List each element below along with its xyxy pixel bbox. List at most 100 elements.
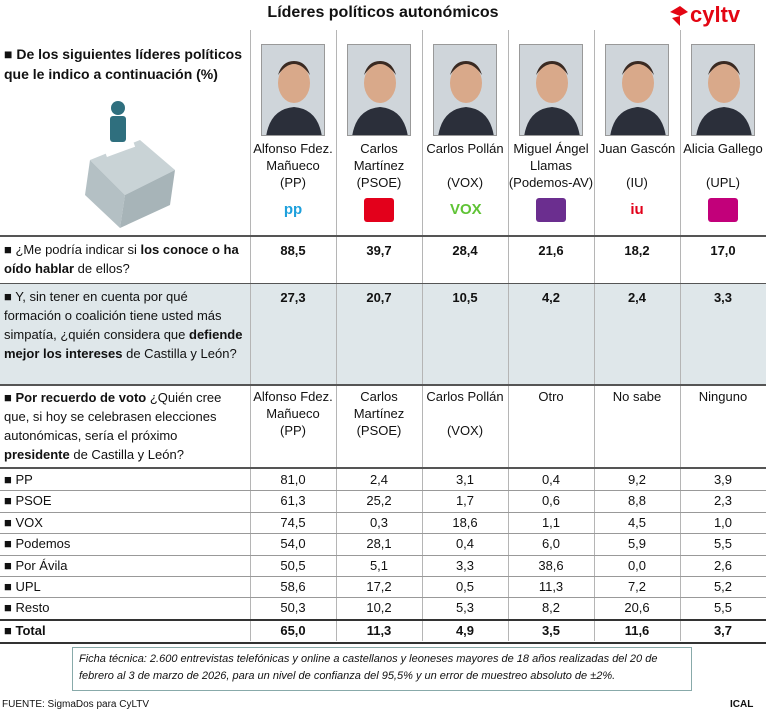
cell: 50,3	[280, 600, 306, 616]
value: 18,2	[624, 243, 650, 258]
rule	[336, 30, 337, 641]
rule	[0, 533, 766, 535]
cell: 7,2	[627, 579, 647, 594]
photo	[261, 44, 325, 136]
cell: 20,6	[624, 600, 650, 616]
total-cell: 4,9	[455, 622, 475, 638]
candidate-party: (VOX)	[446, 423, 484, 438]
text-segment: defiende mejor los intereses	[4, 327, 243, 361]
row-label: ■ VOX	[4, 514, 43, 530]
rule	[0, 511, 766, 513]
leader-party: (UPL)	[706, 175, 740, 190]
cell: 5,5	[713, 536, 733, 552]
value: 27,3	[280, 290, 306, 305]
logo-text: cyltv	[690, 2, 741, 27]
cell: 5,2	[713, 579, 733, 594]
value: 39,7	[366, 243, 392, 258]
cell: 5,3	[455, 600, 475, 616]
cell: 54,0	[280, 536, 306, 552]
photo	[605, 44, 669, 136]
rule	[508, 30, 509, 641]
text-segment: Y, sin tener en cuenta por qué formación…	[4, 289, 222, 342]
text-segment: presidente	[4, 447, 70, 462]
text-segment: de ellos?	[74, 261, 130, 276]
cell: 0,6	[541, 493, 561, 509]
rule	[594, 30, 595, 641]
cell: 74,5	[280, 514, 306, 530]
leader-name: Carlos Pollán	[426, 141, 504, 156]
party-logo	[536, 198, 566, 222]
value: 10,5	[452, 290, 478, 305]
intro-text: De los siguientes líderes políticos que …	[4, 46, 242, 82]
portrait	[692, 45, 754, 135]
rule	[0, 554, 766, 556]
cell: 0,0	[627, 557, 647, 573]
cell: 5,9	[627, 536, 647, 552]
row-label: ■ Resto	[4, 600, 50, 616]
ballot-illustration	[85, 101, 175, 228]
row-label-text: Total	[15, 622, 46, 638]
candidate-name: Ninguno	[698, 389, 748, 404]
cell: 61,3	[280, 493, 306, 509]
question: ■ ¿Me podría indicar si los conoce o ha …	[4, 242, 239, 276]
cell: 18,6	[452, 514, 478, 530]
row-label: ■ Por Ávila	[4, 557, 68, 573]
leader-name: Miguel Ángel Llamas	[513, 141, 589, 173]
note: Ficha técnica: 2.600 entrevistas telefón…	[72, 647, 692, 691]
rule	[0, 467, 766, 469]
leader-party: (Podemos-AV)	[508, 175, 594, 190]
photo	[433, 44, 497, 136]
cell: 2,6	[713, 557, 733, 573]
value: 2,4	[627, 290, 647, 305]
row-label: ■ PP	[4, 472, 33, 487]
value: 88,5	[280, 243, 306, 258]
cell: 81,0	[280, 472, 306, 487]
intro: ■ De los siguientes líderes políticos qu…	[4, 46, 242, 82]
party-logo	[364, 198, 394, 222]
row-label-text: Podemos	[15, 536, 71, 552]
cell: 3,9	[713, 472, 733, 487]
party-logo: VOX	[450, 198, 482, 222]
rule	[0, 641, 766, 644]
rule	[250, 30, 251, 641]
rule	[0, 576, 766, 577]
value: 28,4	[452, 243, 478, 258]
cell: 4,5	[627, 514, 647, 530]
logo-mark	[670, 6, 688, 26]
leader-party: (PP)	[280, 175, 306, 190]
row-label-text: UPL	[15, 579, 41, 594]
cell: 25,2	[366, 493, 392, 509]
party-logo	[708, 198, 738, 222]
cell: 3,3	[455, 557, 475, 573]
candidate-name: Carlos Martínez	[353, 389, 405, 421]
row-label: ■ Podemos	[4, 536, 71, 552]
portrait	[348, 45, 410, 135]
portrait	[606, 45, 668, 135]
party-logo: iu	[622, 198, 652, 222]
photo	[347, 44, 411, 136]
candidate-name: Otro	[538, 389, 564, 404]
row-label-text: VOX	[15, 514, 43, 530]
title: Líderes políticos autonómicos	[267, 4, 499, 21]
candidate-party: (PP)	[280, 423, 306, 438]
row-label: ■ UPL	[4, 579, 41, 594]
rule	[0, 283, 766, 284]
text-segment: de Castilla y León?	[122, 346, 237, 361]
cell: 0,4	[541, 472, 561, 487]
value: 4,2	[541, 290, 561, 305]
question: ■ Y, sin tener en cuenta por qué formaci…	[4, 289, 243, 361]
candidate-name: Alfonso Fdez. Mañueco	[253, 389, 333, 421]
cell: 38,6	[538, 557, 564, 573]
cell: 1,0	[713, 514, 733, 530]
cell: 5,1	[369, 557, 389, 573]
cell: 8,8	[627, 493, 647, 509]
row-label-text: PSOE	[15, 493, 52, 509]
rule	[422, 30, 423, 641]
cell: 8,2	[541, 600, 561, 616]
cell: 11,3	[538, 579, 564, 594]
text-segment: de Castilla y León?	[69, 447, 184, 462]
cell: 10,2	[366, 600, 392, 616]
photo	[519, 44, 583, 136]
row-shade	[0, 283, 766, 384]
